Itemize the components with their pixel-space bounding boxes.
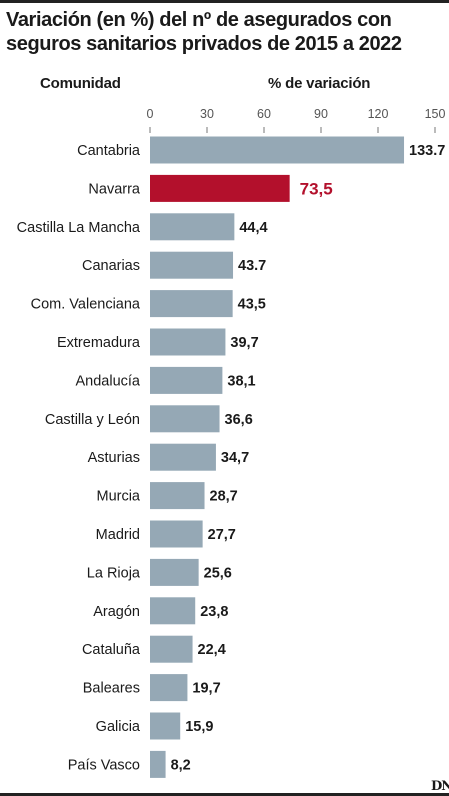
category-label: Com. Valenciana	[31, 297, 141, 313]
bar	[150, 328, 226, 356]
bar	[150, 520, 203, 548]
bar	[150, 597, 196, 625]
category-label: Canarias	[82, 258, 140, 274]
bar	[150, 482, 205, 510]
value-label: 23,8	[200, 604, 228, 620]
category-label: Aragón	[93, 604, 140, 620]
value-label: 22,4	[198, 642, 226, 658]
value-label: 25,6	[204, 565, 232, 581]
top-rule	[0, 0, 449, 3]
value-label: 19,7	[192, 681, 220, 697]
category-label: Andalucía	[76, 373, 141, 389]
x-tick-label: 0	[147, 107, 154, 121]
x-tick-label: 90	[314, 107, 328, 121]
value-label: 43.7	[238, 258, 266, 274]
value-label: 15,9	[185, 719, 213, 735]
bar	[150, 174, 290, 202]
category-label: Cantabria	[77, 143, 141, 159]
x-tick-label: 120	[368, 107, 389, 121]
bar	[150, 750, 166, 778]
bar	[150, 366, 223, 394]
value-label: 44,4	[239, 220, 267, 236]
bar	[150, 290, 233, 318]
value-label: 8,2	[171, 757, 191, 773]
category-label: Cataluña	[82, 642, 141, 658]
category-label: Baleares	[83, 681, 140, 697]
column-header-variation: % de variación	[268, 75, 371, 92]
category-label: Navarra	[88, 181, 141, 197]
bar	[150, 635, 193, 663]
category-label: Galicia	[96, 719, 141, 735]
value-label: 28,7	[210, 489, 238, 505]
bar	[150, 558, 199, 586]
value-label: 27,7	[208, 527, 236, 543]
bar	[150, 213, 235, 241]
value-label: 34,7	[221, 450, 249, 466]
value-label: 133.7	[409, 143, 445, 159]
category-label: Madrid	[96, 527, 140, 543]
column-header-community: Comunidad	[40, 75, 121, 92]
category-label: La Rioja	[87, 565, 141, 581]
bar	[150, 251, 234, 279]
bottom-rule	[0, 793, 449, 796]
category-label: Murcia	[96, 489, 140, 505]
category-label: País Vasco	[68, 757, 140, 773]
bar	[150, 443, 216, 471]
bar	[150, 674, 188, 702]
x-tick-label: 60	[257, 107, 271, 121]
brand-logo: DN	[431, 779, 449, 794]
bar	[150, 405, 220, 433]
value-label: 39,7	[230, 335, 258, 351]
value-label: 43,5	[238, 297, 266, 313]
x-tick-label: 150	[425, 107, 446, 121]
chart-title: Variación (en %) del nº de asegurados co…	[6, 9, 402, 55]
category-label: Castilla La Mancha	[17, 220, 141, 236]
value-label: 38,1	[227, 373, 255, 389]
bar	[150, 712, 181, 740]
x-tick-label: 30	[200, 107, 214, 121]
category-label: Extremadura	[57, 335, 141, 351]
bar	[150, 136, 405, 164]
value-label: 36,6	[225, 412, 253, 428]
category-label: Castilla y León	[45, 412, 140, 428]
category-label: Asturias	[88, 450, 140, 466]
value-label: 73,5	[300, 179, 333, 198]
